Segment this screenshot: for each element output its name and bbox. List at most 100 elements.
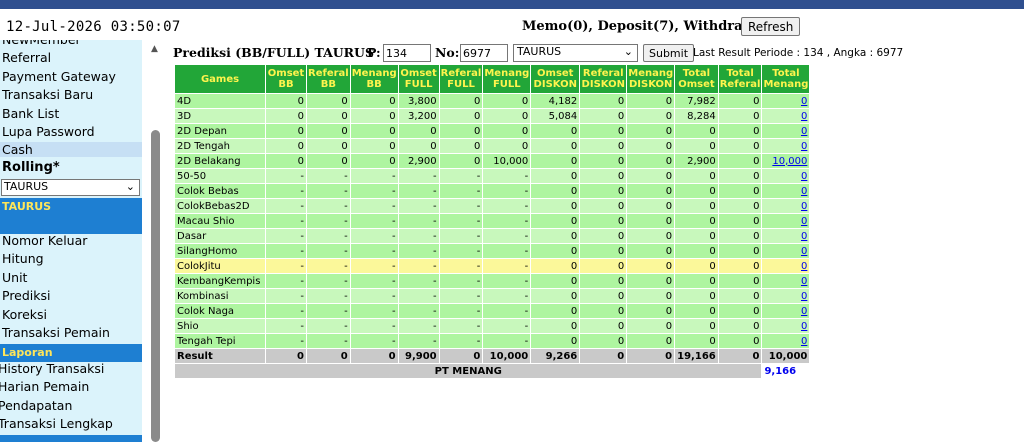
sidebar-item-lupa-password[interactable]: Lupa Password (2, 124, 95, 139)
total-menang-link[interactable]: 0 (800, 275, 808, 287)
sidebar-item-referral[interactable]: Referral (2, 50, 52, 66)
sidebar-item-prediksi[interactable]: Prediksi (2, 288, 51, 304)
table-cell[interactable]: 0 (762, 319, 810, 333)
total-menang-link[interactable]: 0 (800, 305, 808, 317)
table-cell[interactable]: 0 (762, 94, 810, 108)
scroll-up-icon[interactable]: ▲ (151, 44, 158, 54)
table-cell[interactable]: 0 (762, 274, 810, 288)
table-cell[interactable]: 0 (762, 109, 810, 123)
table-row: Colok Naga - - - - - -0 0 0 0 0 0 (175, 304, 810, 318)
table-cell: 0 (580, 154, 627, 168)
periode-input[interactable] (383, 44, 431, 62)
result-cell: 9,266 (531, 349, 580, 363)
market-select[interactable]: TAURUS ⌄ (513, 44, 638, 62)
sidebar-item-transaksi-lengkap[interactable]: Transaksi Lengkap (0, 416, 113, 432)
table-cell: 0 (627, 244, 675, 258)
table-cell[interactable]: 0 (762, 124, 810, 138)
submit-button[interactable]: Submit (643, 44, 695, 62)
scrollbar-thumb[interactable] (151, 130, 160, 442)
table-cell: - (439, 274, 483, 288)
sidebar-item-nomor-keluar[interactable]: Nomor Keluar (2, 233, 88, 248)
total-menang-link[interactable]: 0 (800, 230, 808, 242)
total-menang-link[interactable]: 0 (800, 215, 808, 227)
total-menang-link[interactable]: 0 (800, 260, 808, 272)
table-cell: - (307, 304, 350, 318)
sidebar-item-transaksi-baru[interactable]: Transaksi Baru (2, 87, 94, 103)
sidebar-item-cash[interactable]: Cash (0, 142, 142, 158)
sidebar-item-harian-pemain[interactable]: Harian Pemain (0, 379, 90, 395)
table-cell[interactable]: 0 (762, 169, 810, 183)
table-cell[interactable]: 0 (762, 334, 810, 348)
sidebar-item-koreksi[interactable]: Koreksi (2, 306, 48, 322)
header-links[interactable]: Memo(0), Deposit(7), Withdraw(32) (522, 19, 785, 34)
table-cell: - (266, 334, 306, 348)
number-input[interactable] (460, 44, 508, 62)
sidebar-item-history-transaksi[interactable]: History Transaksi (0, 361, 105, 376)
total-menang-link[interactable]: 0 (800, 110, 808, 122)
table-cell[interactable]: 10,000 (762, 154, 810, 168)
sidebar-item-payment-gateway[interactable]: Payment Gateway (2, 68, 116, 84)
table-cell[interactable]: 0 (762, 259, 810, 273)
table-cell[interactable]: 0 (762, 139, 810, 153)
table-cell: 0 (439, 94, 483, 108)
table-cell[interactable]: 0 (762, 229, 810, 243)
table-cell: 0 (627, 214, 675, 228)
total-menang-link[interactable]: 0 (800, 125, 808, 137)
game-name: 2D Belakang (175, 154, 265, 168)
sidebar-item-transaksi-pemain[interactable]: Transaksi Pemain (2, 325, 110, 340)
table-cell: - (439, 169, 483, 183)
table-cell[interactable]: 0 (762, 244, 810, 258)
table-cell: 0 (307, 154, 350, 168)
total-menang-link[interactable]: 0 (800, 140, 808, 152)
total-menang-link[interactable]: 0 (800, 290, 808, 302)
table-cell: - (350, 214, 398, 228)
table-cell: 0 (580, 109, 627, 123)
table-cell: 0 (531, 214, 580, 228)
table-cell: 0 (718, 304, 762, 318)
total-menang-link[interactable]: 0 (800, 95, 808, 107)
table-cell: 0 (627, 199, 675, 213)
total-menang-link[interactable]: 0 (800, 335, 808, 347)
table-row: 3D 0 0 0 3,200 0 0 5,084 0 0 8,284 0 0 (175, 109, 810, 123)
table-cell: - (398, 259, 439, 273)
table-cell[interactable]: 0 (762, 184, 810, 198)
total-menang-link[interactable]: 0 (800, 320, 808, 332)
total-menang-link[interactable]: 0 (800, 185, 808, 197)
sidebar-item-bank-list[interactable]: Bank List (2, 105, 60, 121)
table-cell: 0 (398, 139, 439, 153)
table-cell: - (350, 334, 398, 348)
table-cell[interactable]: 0 (762, 199, 810, 213)
total-menang-link[interactable]: 0 (800, 245, 808, 257)
sidebar-item-pendapatan[interactable]: Pendapatan (0, 397, 73, 413)
table-cell: - (483, 244, 531, 258)
table-cell[interactable]: 0 (762, 214, 810, 228)
table-cell: - (266, 229, 306, 243)
table-cell: 0 (718, 169, 762, 183)
total-menang-link[interactable]: 10,000 (772, 155, 808, 167)
column-header: Referal BB (307, 65, 350, 93)
table-cell: - (266, 259, 306, 273)
total-menang-link[interactable]: 0 (800, 200, 808, 212)
total-menang-link[interactable]: 0 (800, 170, 808, 182)
sidebar-item-hitung[interactable]: Hitung (2, 251, 44, 267)
table-cell: 0 (580, 229, 627, 243)
sidebar-item-newmember[interactable]: NewMember (2, 40, 81, 47)
game-name: Colok Naga (175, 304, 265, 318)
sidebar-market-select[interactable]: TAURUS ⌄ (1, 179, 140, 196)
table-cell: - (398, 319, 439, 333)
refresh-button[interactable]: Refresh (741, 17, 801, 36)
table-row: ColokBebas2D - - - - - -0 0 0 0 0 0 (175, 199, 810, 213)
table-cell: 0 (675, 169, 718, 183)
table-cell: 0 (580, 139, 627, 153)
table-cell: 2,900 (398, 154, 439, 168)
table-cell[interactable]: 0 (762, 304, 810, 318)
game-name: Kombinasi (175, 289, 265, 303)
column-header: Total Referal (718, 65, 762, 93)
sidebar-item-unit[interactable]: Unit (2, 269, 28, 285)
table-cell: 0 (675, 334, 718, 348)
sidebar-item-rolling[interactable]: Rolling* (2, 160, 60, 175)
table-row: Tengah Tepi - - - - - -0 0 0 0 0 0 (175, 334, 810, 348)
table-cell: 0 (531, 154, 580, 168)
table-cell[interactable]: 0 (762, 289, 810, 303)
column-header: Menang DISKON (627, 65, 675, 93)
